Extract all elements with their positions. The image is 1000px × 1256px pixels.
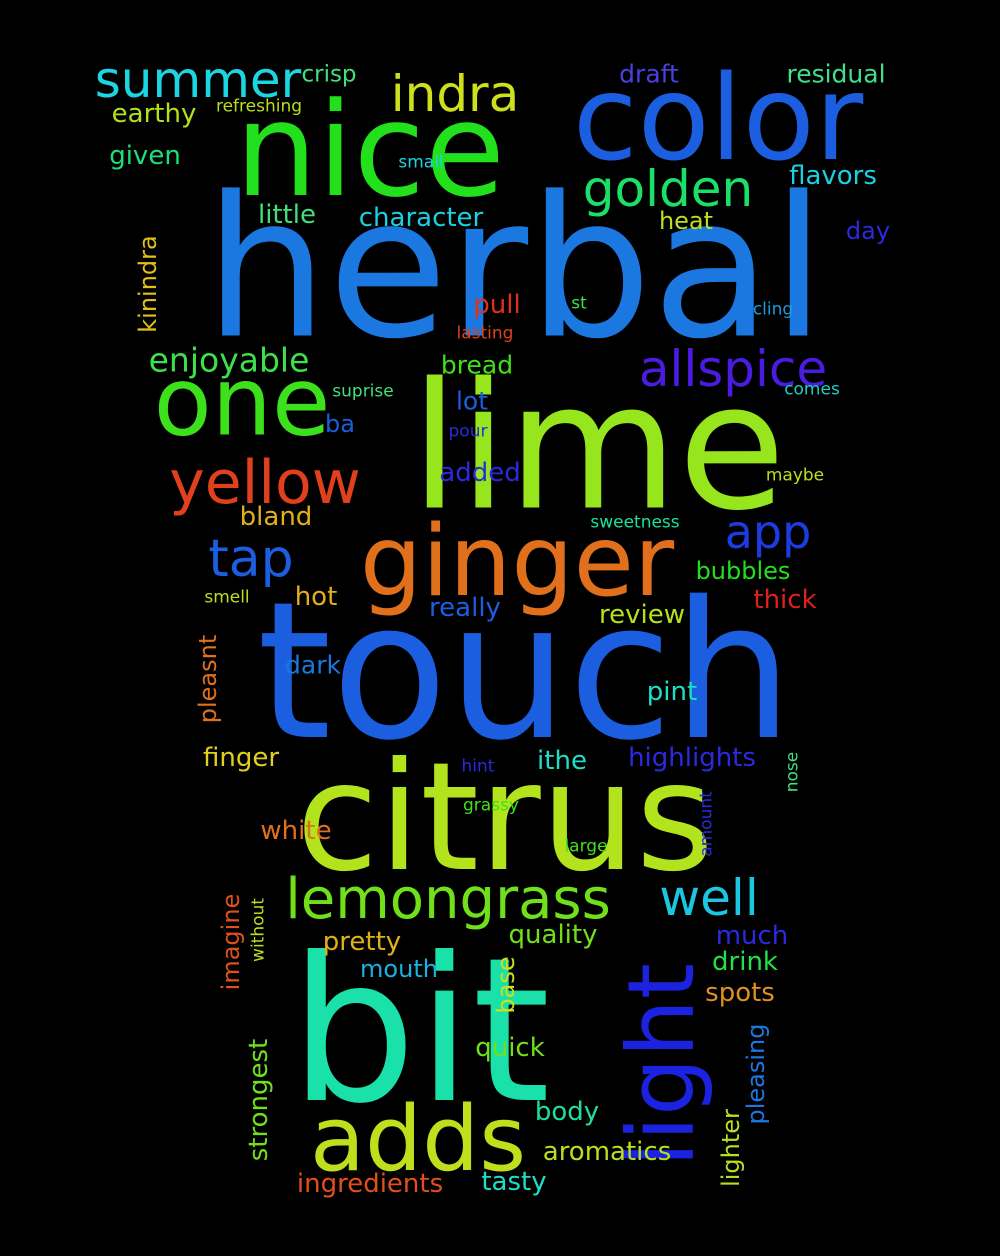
word-much: much bbox=[715, 921, 789, 951]
word-small: small bbox=[398, 152, 444, 173]
word-pleasing: pleasing bbox=[742, 1023, 770, 1125]
word-earthy: earthy bbox=[111, 99, 197, 129]
word-hot: hot bbox=[294, 582, 338, 612]
word-suprise: suprise bbox=[332, 381, 394, 402]
word-crisp: crisp bbox=[301, 61, 357, 88]
word-citrus: citrus bbox=[296, 731, 714, 905]
word-day: day bbox=[845, 217, 891, 245]
word-pour: pour bbox=[448, 421, 488, 442]
word-lasting: lasting bbox=[456, 323, 514, 344]
word-allspice: allspice bbox=[638, 340, 828, 398]
word-strongest: strongest bbox=[244, 1038, 274, 1162]
word-sweetness: sweetness bbox=[590, 512, 680, 533]
word-st: st bbox=[571, 293, 587, 314]
word-nice: nice bbox=[235, 74, 505, 226]
word-color: color bbox=[572, 49, 864, 187]
word-ginger: ginger bbox=[359, 505, 675, 619]
word-drink: drink bbox=[712, 947, 778, 977]
word-aromatics: aromatics bbox=[542, 1137, 672, 1167]
word-pleasnt: pleasnt bbox=[194, 634, 222, 724]
word-herbal: herbal bbox=[204, 154, 826, 382]
word-mouth: mouth bbox=[360, 955, 438, 983]
word-hint: hint bbox=[461, 756, 495, 777]
word-residual: residual bbox=[786, 59, 886, 89]
word-summer: summer bbox=[94, 51, 302, 109]
word-body: body bbox=[534, 1097, 600, 1127]
word-tap: tap bbox=[208, 529, 294, 589]
word-maybe: maybe bbox=[765, 465, 825, 486]
word-indra: indra bbox=[390, 65, 520, 123]
word-pint: pint bbox=[646, 677, 698, 707]
word-ithe: ithe bbox=[537, 746, 587, 776]
word-really: really bbox=[429, 593, 501, 623]
word-touch: touch bbox=[256, 561, 794, 782]
word-thick: thick bbox=[753, 585, 817, 615]
word-pull: pull bbox=[473, 290, 521, 320]
word-cling: cling bbox=[752, 299, 794, 320]
word-given: given bbox=[109, 141, 181, 171]
word-amount: amount bbox=[696, 791, 717, 857]
word-lime: lime bbox=[410, 346, 786, 550]
word-pretty: pretty bbox=[322, 927, 402, 957]
word-comes: comes bbox=[784, 379, 840, 400]
word-draft: draft bbox=[619, 59, 679, 89]
word-enjoyable: enjoyable bbox=[148, 340, 310, 380]
word-one: one bbox=[153, 347, 331, 458]
word-dark: dark bbox=[285, 650, 341, 680]
word-character: character bbox=[358, 203, 484, 233]
word-app: app bbox=[724, 505, 812, 559]
word-highlights: highlights bbox=[628, 743, 756, 773]
word-spots: spots bbox=[705, 978, 775, 1008]
word-tasty: tasty bbox=[481, 1167, 547, 1197]
word-without: without bbox=[248, 898, 269, 962]
word-base: base bbox=[492, 956, 520, 1014]
word-heat: heat bbox=[658, 207, 714, 235]
word-lot: lot bbox=[455, 386, 489, 416]
word-ingredients: ingredients bbox=[296, 1169, 444, 1199]
word-golden: golden bbox=[582, 160, 754, 218]
word-bubbles: bubbles bbox=[695, 557, 791, 585]
word-finger: finger bbox=[202, 743, 280, 773]
word-ba: ba bbox=[325, 410, 355, 438]
word-quick: quick bbox=[475, 1033, 545, 1063]
word-nose: nose bbox=[782, 751, 803, 793]
word-little: little bbox=[257, 200, 317, 230]
word-grassy: grassy bbox=[463, 795, 519, 816]
word-lighter: lighter bbox=[717, 1109, 745, 1187]
word-adds: adds bbox=[309, 1087, 527, 1192]
word-flavors: flavors bbox=[789, 161, 877, 191]
word-bread: bread bbox=[440, 350, 514, 380]
word-bit: bit bbox=[289, 915, 551, 1148]
word-yellow: yellow bbox=[169, 448, 361, 518]
word-smell: smell bbox=[204, 587, 250, 608]
word-large: large bbox=[564, 836, 608, 857]
word-refreshing: refreshing bbox=[215, 96, 303, 117]
word-kinindra: kinindra bbox=[134, 235, 162, 333]
word-quality: quality bbox=[508, 920, 598, 950]
word-lemongrass: lemongrass bbox=[285, 867, 611, 932]
word-review: review bbox=[599, 600, 685, 630]
word-white: white bbox=[260, 816, 332, 846]
word-added: added bbox=[439, 458, 521, 488]
word-bland: bland bbox=[239, 502, 313, 532]
word-imagine: imagine bbox=[217, 893, 245, 991]
word-well: well bbox=[659, 869, 759, 927]
